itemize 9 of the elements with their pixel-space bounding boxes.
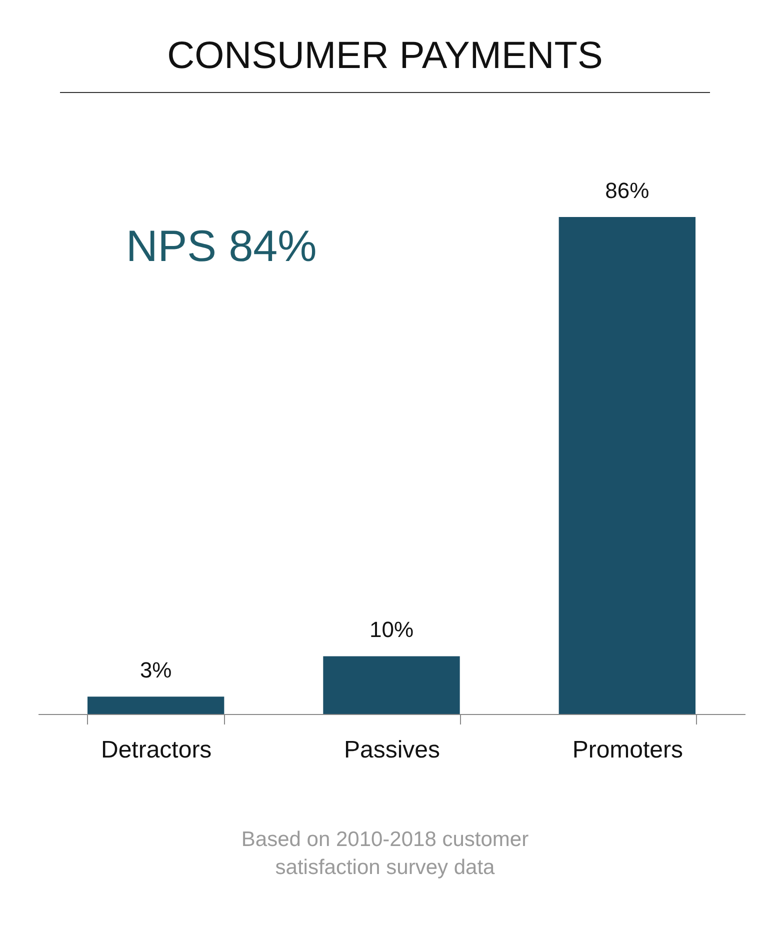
x-tick-label: Detractors: [100, 736, 212, 764]
data-label: 3%: [140, 658, 172, 683]
chart-title: CONSUMER PAYMENTS: [60, 30, 710, 93]
annotation: NPS 84%: [126, 222, 317, 272]
x-tick-label: Promoters: [572, 736, 684, 764]
data-label: 10%: [369, 617, 414, 642]
x-tick-label: Passives: [344, 736, 440, 764]
data-label: 86%: [605, 178, 650, 203]
text: Based on 2010-2018 customer satisfaction survey data: [240, 827, 530, 881]
